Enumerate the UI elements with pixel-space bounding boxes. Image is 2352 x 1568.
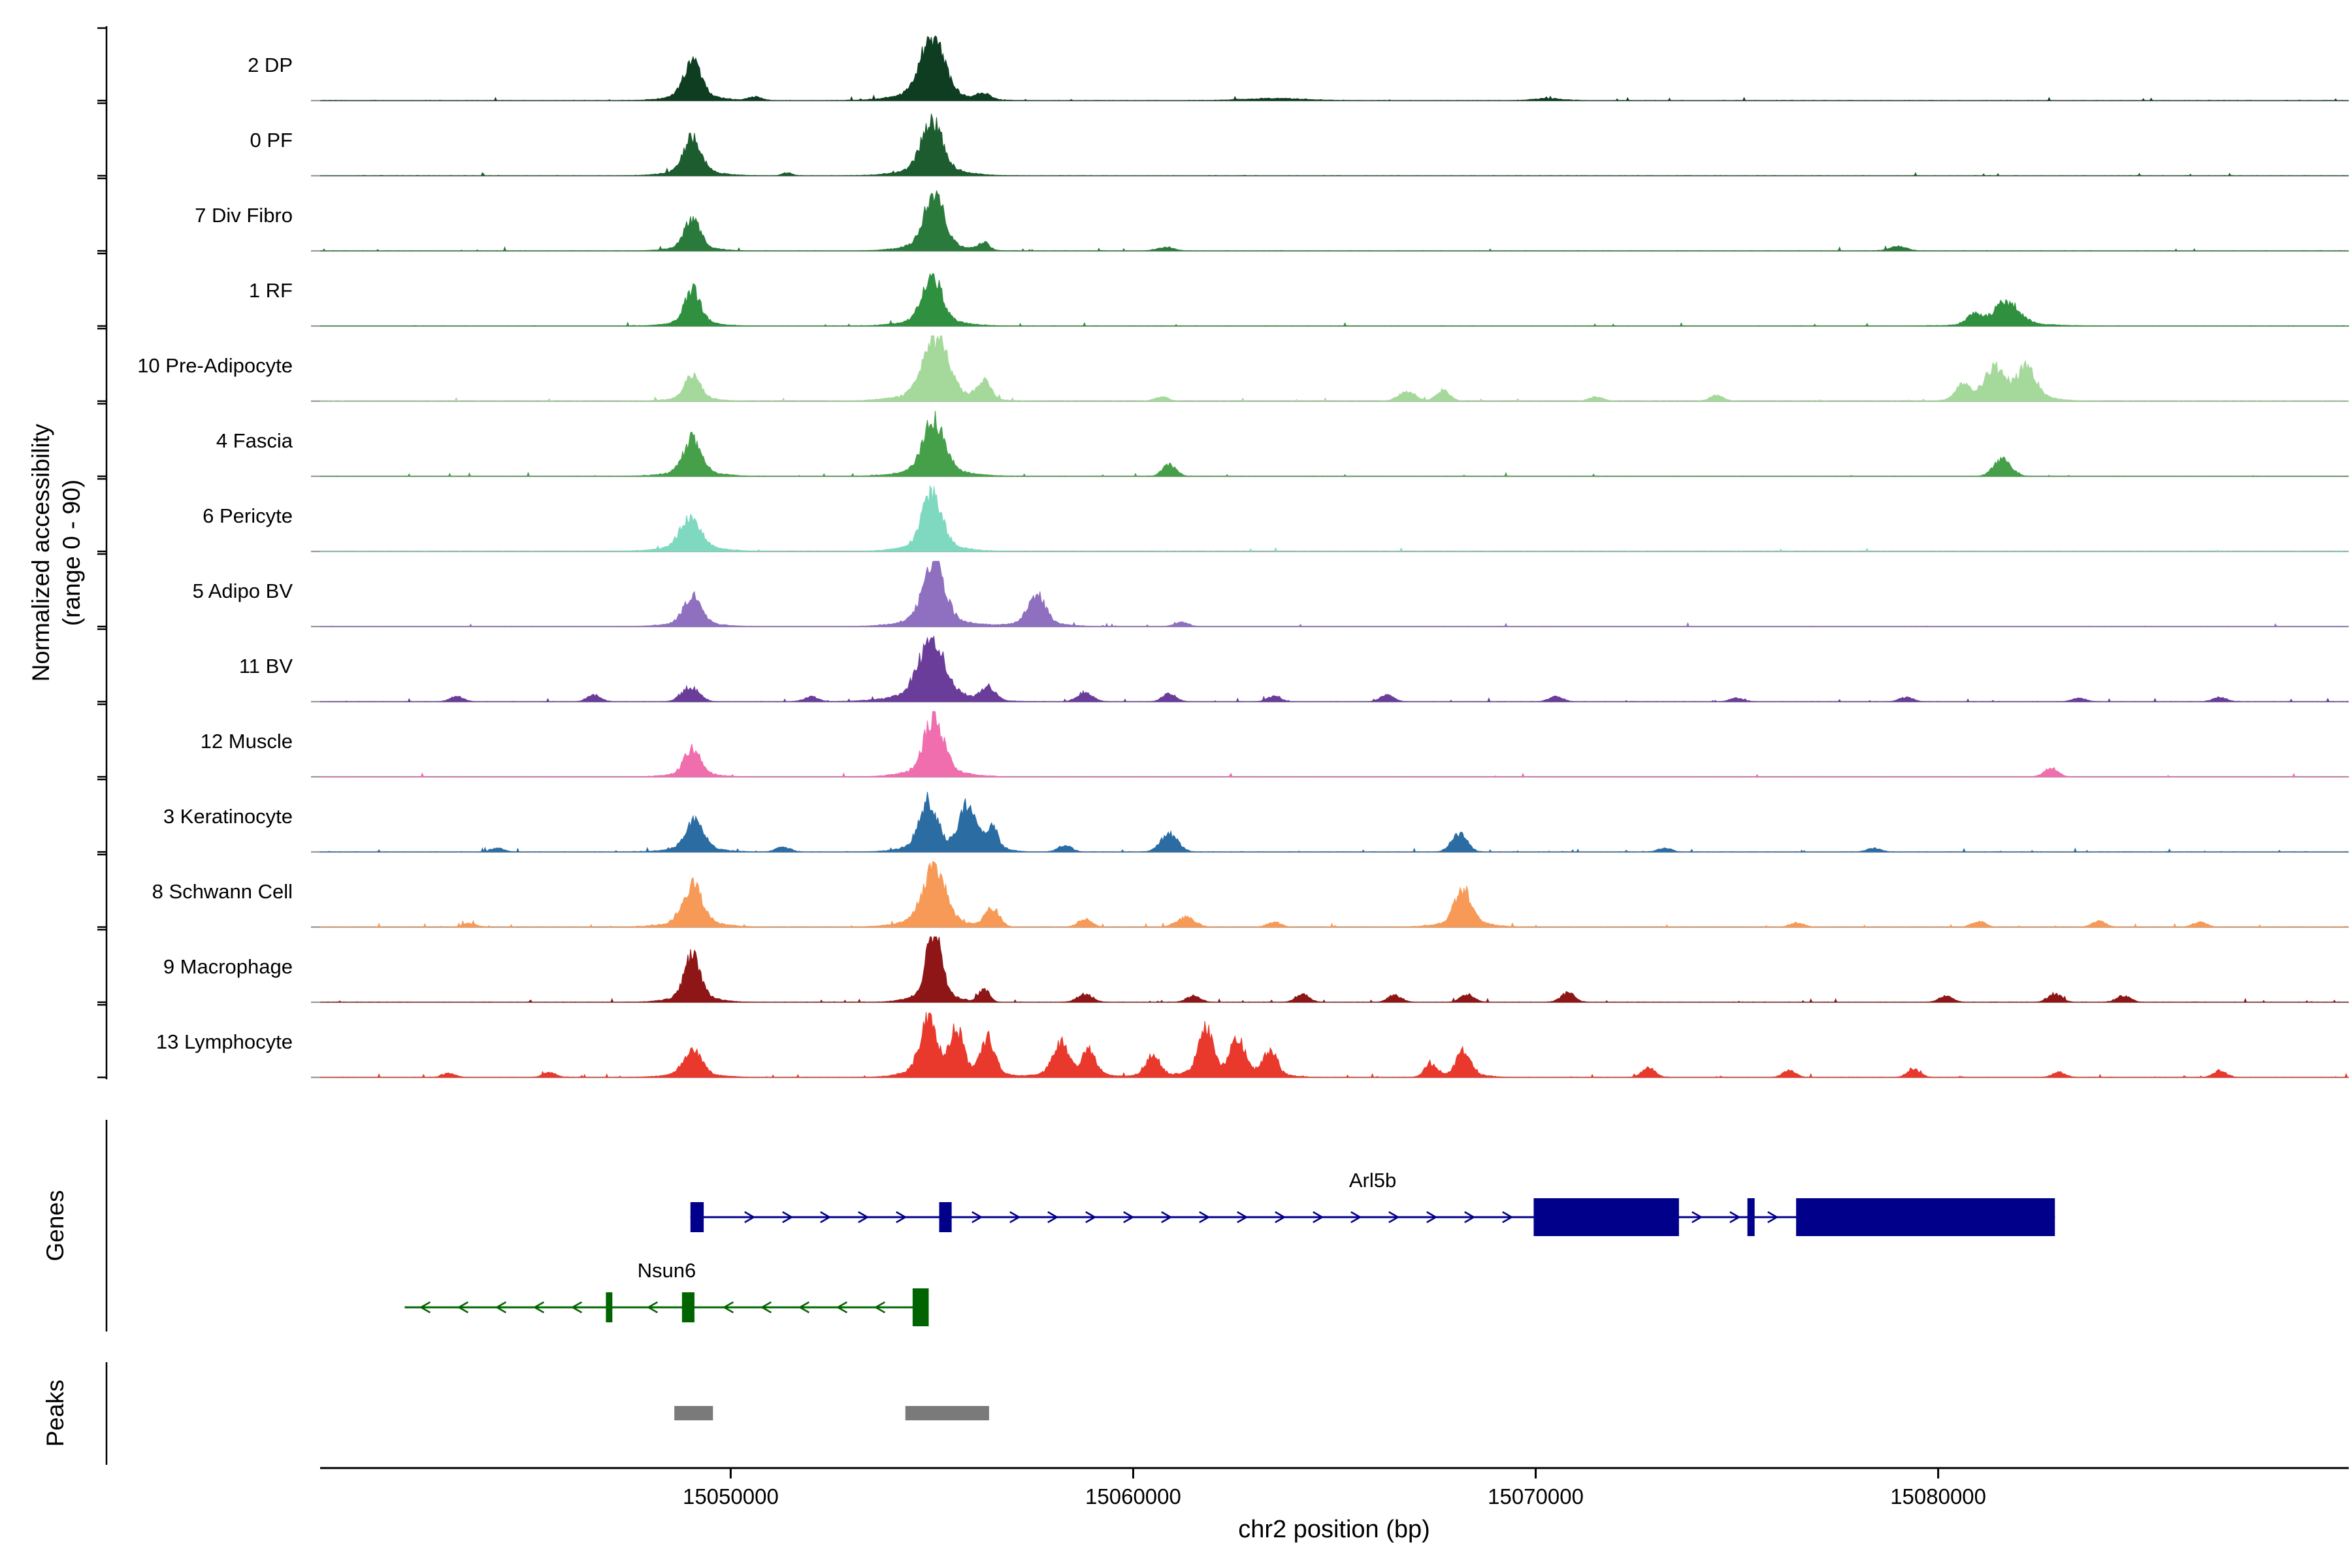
gene-nsun6-strand-arrow <box>836 1301 848 1314</box>
track-label-12-muscle: 12 Muscle <box>201 730 293 753</box>
track-label-3-keratinocyte: 3 Keratinocyte <box>163 805 293 828</box>
coverage-signal-11-bv <box>320 635 2349 702</box>
x-axis-tick-label: 15080000 <box>1890 1484 1986 1509</box>
gene-arl5b-strand-arrow <box>1085 1211 1097 1224</box>
gene-arl5b-strand-arrow <box>1237 1211 1249 1224</box>
x-axis-tick-label: 15050000 <box>683 1484 779 1509</box>
gene-nsun6-strand-arrow <box>760 1301 772 1314</box>
gene-arl5b-strand-arrow <box>1275 1211 1286 1224</box>
gene-arl5b-exon <box>690 1202 704 1232</box>
gene-arl5b-exon <box>1747 1198 1755 1236</box>
gene-arl5b-strand-arrow <box>744 1211 756 1224</box>
gene-nsun6-strand-arrow <box>457 1301 469 1314</box>
gene-nsun6-strand-arrow <box>532 1301 545 1314</box>
gene-arl5b-strand-arrow <box>1047 1211 1059 1224</box>
coverage-signal-7-div-fibro <box>319 190 2349 252</box>
gene-arl5b-strand-arrow <box>858 1211 870 1224</box>
coverage-signal-8-schwann-cell <box>320 861 2349 928</box>
gene-arl5b-strand-arrow <box>896 1211 907 1224</box>
peaks-section-label: Peaks <box>42 1379 69 1447</box>
gene-nsun6-exon <box>681 1292 694 1322</box>
gene-arl5b-strand-arrow <box>1388 1211 1400 1224</box>
gene-arl5b-strand-arrow <box>1767 1211 1779 1224</box>
gene-arl5b-exon <box>1533 1198 1679 1236</box>
coverage-signal-12-muscle <box>319 711 2349 777</box>
gene-arl5b-strand-arrow <box>1123 1211 1135 1224</box>
gene-arl5b-strand-arrow <box>972 1211 983 1224</box>
gene-label-nsun6: Nsun6 <box>638 1259 696 1282</box>
coverage-signal-3-keratinocyte <box>319 792 2349 853</box>
coverage-signal-10-pre-adipocyte <box>319 335 2349 402</box>
track-label-7-div-fibro: 7 Div Fibro <box>195 204 293 227</box>
track-label-6-pericyte: 6 Pericyte <box>203 504 293 527</box>
x-axis-tick-label: 15060000 <box>1085 1484 1181 1509</box>
gene-arl5b-strand-arrow <box>1729 1211 1741 1224</box>
peak-region-bar <box>905 1406 989 1420</box>
gene-nsun6-strand-arrow <box>495 1301 507 1314</box>
coverage-signal-5-adipo-bv <box>320 561 2349 627</box>
coverage-signal-0-pf <box>320 113 2349 176</box>
track-label-5-adipo-bv: 5 Adipo BV <box>193 580 293 602</box>
track-label-2-dp: 2 DP <box>248 54 293 76</box>
track-label-8-schwann-cell: 8 Schwann Cell <box>152 880 293 903</box>
gene-arl5b-exon <box>1796 1198 2055 1236</box>
coverage-signal-4-fascia <box>319 410 2349 477</box>
gene-nsun6-exon <box>606 1292 613 1322</box>
track-label-13-lymphocyte: 13 Lymphocyte <box>156 1030 293 1053</box>
gene-arl5b-strand-arrow <box>1464 1211 1476 1224</box>
track-label-10-pre-adipocyte: 10 Pre-Adipocyte <box>137 354 293 377</box>
gene-arl5b-strand-arrow <box>1161 1211 1173 1224</box>
x-axis-tick-label: 15070000 <box>1488 1484 1584 1509</box>
gene-nsun6-strand-arrow <box>798 1301 810 1314</box>
y-axis-label-line1: Normalized accessibility <box>27 423 54 682</box>
track-label-0-pf: 0 PF <box>250 129 293 152</box>
coverage-signal-13-lymphocyte <box>319 1012 2349 1078</box>
coverage-signal-9-macrophage <box>320 936 2349 1003</box>
gene-nsun6-strand-arrow <box>874 1301 886 1314</box>
gene-arl5b-exon <box>939 1202 952 1232</box>
peak-region-bar <box>674 1406 713 1420</box>
x-axis-label: chr2 position (bp) <box>1238 1516 1430 1543</box>
gene-arl5b-strand-arrow <box>820 1211 832 1224</box>
coverage-signal-1-rf <box>319 272 2349 327</box>
coverage-signal-6-pericyte <box>319 485 2349 552</box>
gene-nsun6-exon <box>912 1288 929 1326</box>
gene-nsun6-strand-arrow <box>722 1301 734 1314</box>
gene-nsun6-strand-arrow <box>419 1301 431 1314</box>
gene-arl5b-strand-arrow <box>1350 1211 1362 1224</box>
gene-nsun6-strand-arrow <box>570 1301 583 1314</box>
gene-arl5b-strand-arrow <box>1691 1211 1703 1224</box>
y-axis-label: Normalized accessibility (range 0 - 90) <box>25 424 87 682</box>
gene-arl5b-strand-arrow <box>1199 1211 1211 1224</box>
track-label-4-fascia: 4 Fascia <box>216 429 293 452</box>
gene-arl5b-strand-arrow <box>1313 1211 1324 1224</box>
track-label-9-macrophage: 9 Macrophage <box>163 955 293 978</box>
track-label-11-bv: 11 BV <box>239 655 293 678</box>
track-label-1-rf: 1 RF <box>249 279 293 302</box>
gene-arl5b-strand-arrow <box>1426 1211 1438 1224</box>
gene-nsun6-strand-arrow <box>646 1301 659 1314</box>
gene-arl5b-strand-arrow <box>1009 1211 1021 1224</box>
genes-section-label: Genes <box>42 1190 69 1262</box>
gene-arl5b-strand-arrow <box>782 1211 794 1224</box>
y-axis-label-line2: (range 0 - 90) <box>58 479 85 627</box>
gene-arl5b-strand-arrow <box>1502 1211 1514 1224</box>
gene-label-arl5b: Arl5b <box>1349 1169 1396 1192</box>
coverage-signal-2-dp <box>320 35 2349 101</box>
